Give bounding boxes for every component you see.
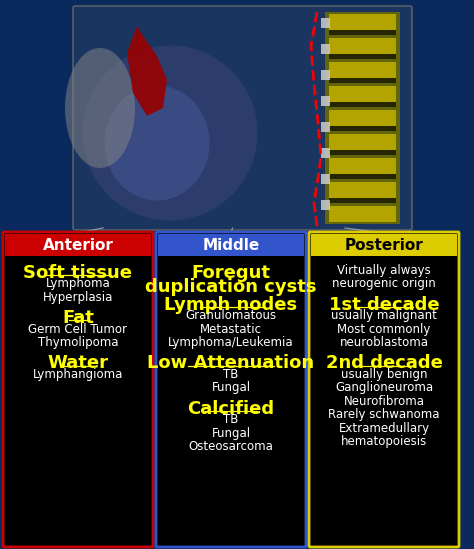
Bar bbox=[321, 70, 330, 80]
Bar bbox=[321, 96, 330, 106]
Bar bbox=[321, 122, 330, 132]
Text: Granulomatous: Granulomatous bbox=[185, 309, 276, 322]
Text: TB: TB bbox=[223, 413, 239, 426]
Text: hematopoiesis: hematopoiesis bbox=[341, 435, 427, 449]
Bar bbox=[321, 174, 330, 184]
Bar bbox=[329, 14, 396, 30]
Bar bbox=[321, 18, 330, 28]
Text: Germ Cell Tumor: Germ Cell Tumor bbox=[28, 323, 128, 336]
Bar bbox=[329, 158, 396, 174]
Bar bbox=[321, 148, 330, 158]
Bar bbox=[311, 234, 457, 256]
Text: Virtually always: Virtually always bbox=[337, 264, 431, 277]
Text: Foregut: Foregut bbox=[191, 264, 271, 282]
Ellipse shape bbox=[82, 46, 257, 221]
Text: neurogenic origin: neurogenic origin bbox=[332, 277, 436, 290]
Text: 2nd decade: 2nd decade bbox=[326, 355, 442, 372]
Bar bbox=[329, 102, 396, 107]
Text: Ganglioneuroma: Ganglioneuroma bbox=[335, 382, 433, 394]
Bar bbox=[325, 12, 400, 224]
Bar bbox=[5, 234, 151, 256]
Text: TB: TB bbox=[223, 368, 239, 381]
Text: Most commonly: Most commonly bbox=[337, 323, 431, 336]
Bar bbox=[329, 30, 396, 35]
Text: Hyperplasia: Hyperplasia bbox=[43, 291, 113, 304]
Text: Neurofibroma: Neurofibroma bbox=[344, 395, 425, 408]
FancyBboxPatch shape bbox=[309, 232, 459, 547]
Bar bbox=[158, 234, 304, 256]
Text: Extramedullary: Extramedullary bbox=[338, 422, 429, 435]
Text: 1st decade: 1st decade bbox=[328, 296, 439, 313]
Bar bbox=[321, 200, 330, 210]
Ellipse shape bbox=[104, 86, 210, 200]
Text: Posterior: Posterior bbox=[345, 238, 423, 253]
Text: neuroblastoma: neuroblastoma bbox=[339, 336, 428, 349]
Bar bbox=[329, 78, 396, 83]
Bar bbox=[329, 126, 396, 131]
Text: Fungal: Fungal bbox=[211, 427, 251, 440]
Text: duplication cysts: duplication cysts bbox=[145, 277, 317, 295]
Text: Lymphoma/Leukemia: Lymphoma/Leukemia bbox=[168, 336, 294, 349]
Bar bbox=[329, 110, 396, 126]
Bar bbox=[329, 62, 396, 78]
Text: Soft tissue: Soft tissue bbox=[24, 264, 133, 282]
Text: Thymolipoma: Thymolipoma bbox=[38, 336, 118, 349]
Text: Low Attenuation: Low Attenuation bbox=[147, 355, 315, 372]
Text: usually benign: usually benign bbox=[341, 368, 427, 381]
Text: Metastatic: Metastatic bbox=[200, 323, 262, 336]
Text: Lymphoma: Lymphoma bbox=[46, 277, 110, 290]
Bar bbox=[329, 206, 396, 222]
Text: Middle: Middle bbox=[202, 238, 260, 253]
Bar bbox=[329, 182, 396, 198]
Ellipse shape bbox=[65, 48, 135, 168]
Text: Water: Water bbox=[47, 355, 109, 372]
Bar bbox=[321, 44, 330, 54]
Text: Fungal: Fungal bbox=[211, 382, 251, 394]
Text: Lymph nodes: Lymph nodes bbox=[164, 296, 298, 313]
Text: Rarely schwanoma: Rarely schwanoma bbox=[328, 408, 440, 422]
Text: Lymphangioma: Lymphangioma bbox=[33, 368, 123, 381]
FancyBboxPatch shape bbox=[73, 6, 412, 230]
Bar bbox=[329, 198, 396, 203]
Text: Anterior: Anterior bbox=[43, 238, 113, 253]
Bar bbox=[329, 150, 396, 155]
Text: Calcified: Calcified bbox=[187, 400, 274, 418]
Bar bbox=[329, 174, 396, 179]
Text: Fat: Fat bbox=[62, 309, 94, 327]
Bar bbox=[329, 54, 396, 59]
Text: usually malignant: usually malignant bbox=[331, 309, 437, 322]
Text: Osteosarcoma: Osteosarcoma bbox=[189, 440, 273, 453]
FancyBboxPatch shape bbox=[3, 232, 153, 547]
Bar bbox=[329, 86, 396, 102]
Bar bbox=[329, 38, 396, 54]
FancyBboxPatch shape bbox=[156, 232, 306, 547]
Polygon shape bbox=[127, 26, 167, 116]
Bar bbox=[329, 134, 396, 150]
